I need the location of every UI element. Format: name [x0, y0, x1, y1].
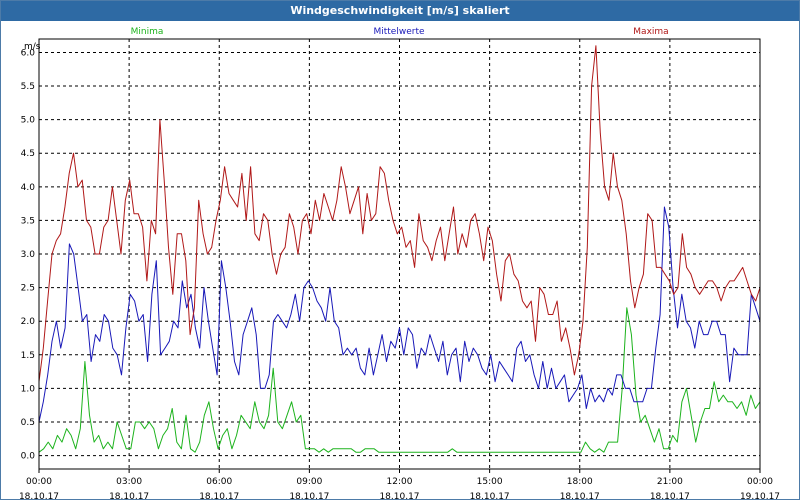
axes: m/s — [24, 38, 761, 470]
x-tick-date: 18.10.17 — [199, 492, 239, 499]
legend-minima: Minima — [131, 27, 164, 37]
x-tick-time: 18:00 — [567, 477, 593, 487]
y-axis-unit-label: m/s — [24, 42, 41, 52]
legend: Minima Mittelwerte Maxima — [131, 27, 669, 37]
x-tick-time: 12:00 — [387, 477, 413, 487]
series-lines — [38, 45, 761, 453]
x-tick-date: 19.10.17 — [740, 492, 780, 499]
y-tick-label: 3.5 — [21, 216, 35, 226]
y-tick-label: 4.0 — [21, 183, 36, 193]
x-tick-date: 18.10.17 — [109, 492, 149, 499]
grid — [38, 39, 761, 473]
x-tick-time: 21:00 — [657, 477, 683, 487]
y-tick-label: 5.5 — [21, 82, 35, 92]
series-mittelwerte-line — [38, 206, 761, 423]
y-tick-label: 5.0 — [21, 116, 36, 126]
x-tick-date: 18.10.17 — [560, 492, 600, 499]
wind-speed-chart: m/s Minima Mittelwerte Maxima 0.0 0.5 1.0 1… — [19, 27, 780, 499]
x-tick-time: 06:00 — [206, 477, 232, 487]
y-tick-labels: 0.0 0.5 1.0 1.5 2.0 2.5 3.0 3.5 4.0 4.5 5.0 5.5 6.0 — [21, 48, 36, 461]
x-tick-date: 18.10.17 — [289, 492, 329, 499]
y-tick-label: 0.5 — [21, 418, 35, 428]
x-tick-time: 09:00 — [296, 477, 322, 487]
legend-mittelwerte: Mittelwerte — [373, 27, 424, 37]
x-tick-date: 18.10.17 — [650, 492, 690, 499]
series-minima-line — [38, 307, 761, 453]
y-tick-label: 2.0 — [21, 317, 36, 327]
window-title: Windgeschwindigkeit [m/s] skaliert — [1, 1, 799, 21]
y-tick-label: 0.0 — [21, 452, 36, 462]
y-tick-label: 1.0 — [21, 384, 36, 394]
x-tick-date: 18.10.17 — [379, 492, 419, 499]
y-tick-label: 1.5 — [21, 351, 35, 361]
plot-area-frame — [38, 38, 761, 470]
y-tick-label: 6.0 — [21, 48, 36, 58]
x-tick-date: 18.10.17 — [19, 492, 59, 499]
y-tick-label: 4.5 — [21, 149, 35, 159]
legend-maxima: Maxima — [633, 27, 668, 37]
x-tick-time: 15:00 — [477, 477, 503, 487]
x-tick-labels: 00:00 18.10.17 03:00 18.10.17 06:00 18.10.17 0… — [19, 477, 780, 499]
y-tick-label: 2.5 — [21, 284, 35, 294]
x-tick-time: 00:00 — [26, 477, 52, 487]
x-tick-time: 00:00 — [747, 477, 773, 487]
x-tick-time: 03:00 — [116, 477, 142, 487]
series-maxima-line — [38, 45, 761, 382]
x-tick-date: 18.10.17 — [470, 492, 510, 499]
y-tick-label: 3.0 — [21, 250, 36, 260]
